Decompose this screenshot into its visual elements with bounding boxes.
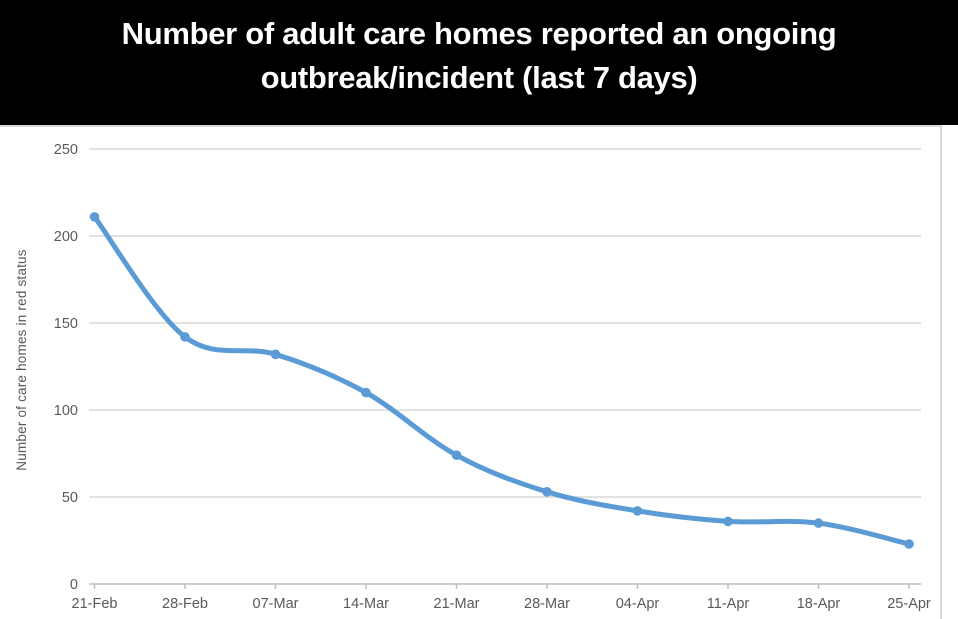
chart-title-line1: Number of adult care homes reported an o… <box>121 16 837 51</box>
x-tick-label: 28-Feb <box>162 596 208 612</box>
data-point-marker <box>180 332 190 342</box>
line-chart-plot: 0 50 100 150 200 250 21-Feb 28-Feb 07-Mar 14-Mar 2… <box>54 142 931 612</box>
y-tick-label: 100 <box>54 403 78 419</box>
data-point-marker <box>723 516 733 527</box>
y-tick-label: 250 <box>54 142 78 158</box>
data-point-marker <box>813 518 824 528</box>
data-point-marker <box>904 539 914 549</box>
x-tick-label: 11-Apr <box>707 596 750 612</box>
data-point-marker <box>542 487 552 497</box>
x-tick-label: 07-Mar <box>253 596 299 612</box>
data-point-marker <box>632 506 643 516</box>
data-point-marker <box>451 450 462 461</box>
chart-title-bar: Number of adult care homes reported an o… <box>0 0 958 125</box>
y-tick-label: 200 <box>54 229 78 245</box>
data-point-marker <box>89 212 100 222</box>
x-tick-label: 28-Mar <box>524 596 570 612</box>
x-tick-label: 04-Apr <box>616 596 660 612</box>
x-tick-label: 21-Mar <box>434 596 480 612</box>
data-point-marker <box>270 349 281 360</box>
x-tick-label: 25-Apr <box>887 596 931 612</box>
chart-title-line2: outbreak/incident (last 7 days) <box>260 60 698 95</box>
x-tick-label: 18-Apr <box>797 596 841 612</box>
series-line <box>92 214 912 547</box>
x-tick-label: 14-Mar <box>343 596 389 612</box>
y-tick-label: 150 <box>54 316 78 332</box>
x-tick-label: 21-Feb <box>72 596 118 612</box>
data-point-marker <box>361 387 371 398</box>
chart-panel: Number of care homes in red status 0 50 10… <box>0 125 958 619</box>
y-tick-label: 50 <box>62 490 78 506</box>
y-tick-label: 0 <box>70 577 78 593</box>
